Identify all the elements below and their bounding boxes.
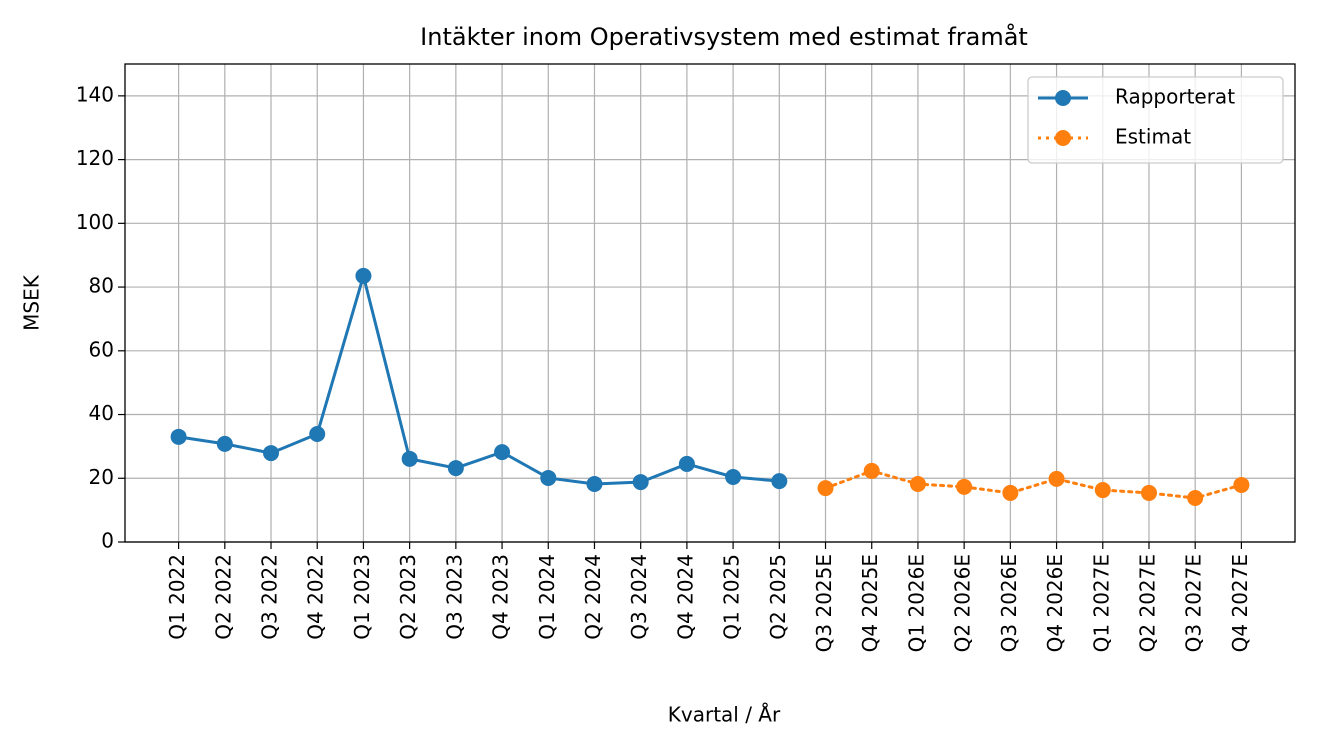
marker <box>1140 484 1157 501</box>
y-tick-label: 20 <box>89 465 114 489</box>
x-tick-label: Q2 2026E <box>951 554 975 652</box>
x-tick-label: Q2 2024 <box>581 554 605 640</box>
x-tick-label: Q1 2023 <box>350 554 374 640</box>
x-tick-label: Q3 2025E <box>812 554 836 652</box>
marker <box>909 476 926 493</box>
series-line <box>178 270 780 486</box>
x-tick-label: Q1 2022 <box>165 554 189 640</box>
y-tick-label: 120 <box>76 146 114 170</box>
x-tick-label: Q3 2022 <box>258 554 282 640</box>
marker <box>678 455 695 472</box>
legend-marker <box>1055 130 1071 146</box>
x-tick-label: Q1 2026E <box>904 554 928 652</box>
x-tick-label: Q4 2024 <box>673 554 697 640</box>
x-tick-label: Q4 2026E <box>1043 554 1067 652</box>
x-tick-label: Q1 2024 <box>535 554 559 640</box>
x-tick-label: Q1 2025 <box>720 554 744 640</box>
y-tick-label: 0 <box>101 529 114 553</box>
plot-frame <box>124 63 1296 543</box>
marker <box>1233 476 1250 493</box>
legend-marker <box>1055 90 1071 106</box>
legend-label: Estimat <box>1115 125 1191 149</box>
marker <box>263 445 280 462</box>
x-tick-label: Q4 2022 <box>304 554 328 640</box>
x-tick-label: Q2 2025 <box>766 554 790 640</box>
y-tick-label: 140 <box>76 82 114 106</box>
marker <box>309 425 326 442</box>
marker <box>586 476 603 493</box>
x-tick-label: Q2 2027E <box>1135 554 1159 652</box>
marker <box>1002 484 1019 501</box>
marker <box>771 473 788 490</box>
marker <box>1048 470 1065 487</box>
series-line <box>824 469 1243 500</box>
y-axis-label: MSEK <box>20 274 44 331</box>
marker <box>216 435 233 452</box>
marker <box>494 444 511 461</box>
chart-title: Intäkter inom Operativsystem med estimat… <box>420 22 1028 51</box>
marker <box>447 460 464 477</box>
y-tick-label: 80 <box>89 274 114 298</box>
x-tick-label: Q4 2025E <box>858 554 882 652</box>
marker <box>1187 490 1204 507</box>
marker <box>863 462 880 479</box>
legend-box <box>1027 76 1284 164</box>
y-tick-label: 100 <box>76 210 114 234</box>
marker <box>956 478 973 495</box>
marker <box>725 468 742 485</box>
x-tick-label: Q3 2024 <box>627 554 651 640</box>
x-tick-label: Q4 2023 <box>489 554 513 640</box>
legend-label: Rapporterat <box>1115 85 1235 109</box>
marker <box>170 428 187 445</box>
y-tick-label: 60 <box>89 337 114 361</box>
x-tick-label: Q3 2023 <box>442 554 466 640</box>
x-tick-label: Q3 2027E <box>1182 554 1206 652</box>
x-axis-label: Kvartal / År <box>668 703 781 727</box>
marker <box>1094 482 1111 499</box>
marker <box>540 469 557 486</box>
y-tick-label: 40 <box>89 401 114 425</box>
x-tick-label: Q2 2023 <box>396 554 420 640</box>
x-tick-label: Q1 2027E <box>1089 554 1113 652</box>
x-tick-label: Q2 2022 <box>211 554 235 640</box>
x-tick-label: Q4 2027E <box>1228 554 1252 652</box>
marker <box>355 267 372 284</box>
marker <box>632 474 649 491</box>
marker <box>817 480 834 497</box>
marker <box>401 450 418 467</box>
x-tick-label: Q3 2026E <box>997 554 1021 652</box>
